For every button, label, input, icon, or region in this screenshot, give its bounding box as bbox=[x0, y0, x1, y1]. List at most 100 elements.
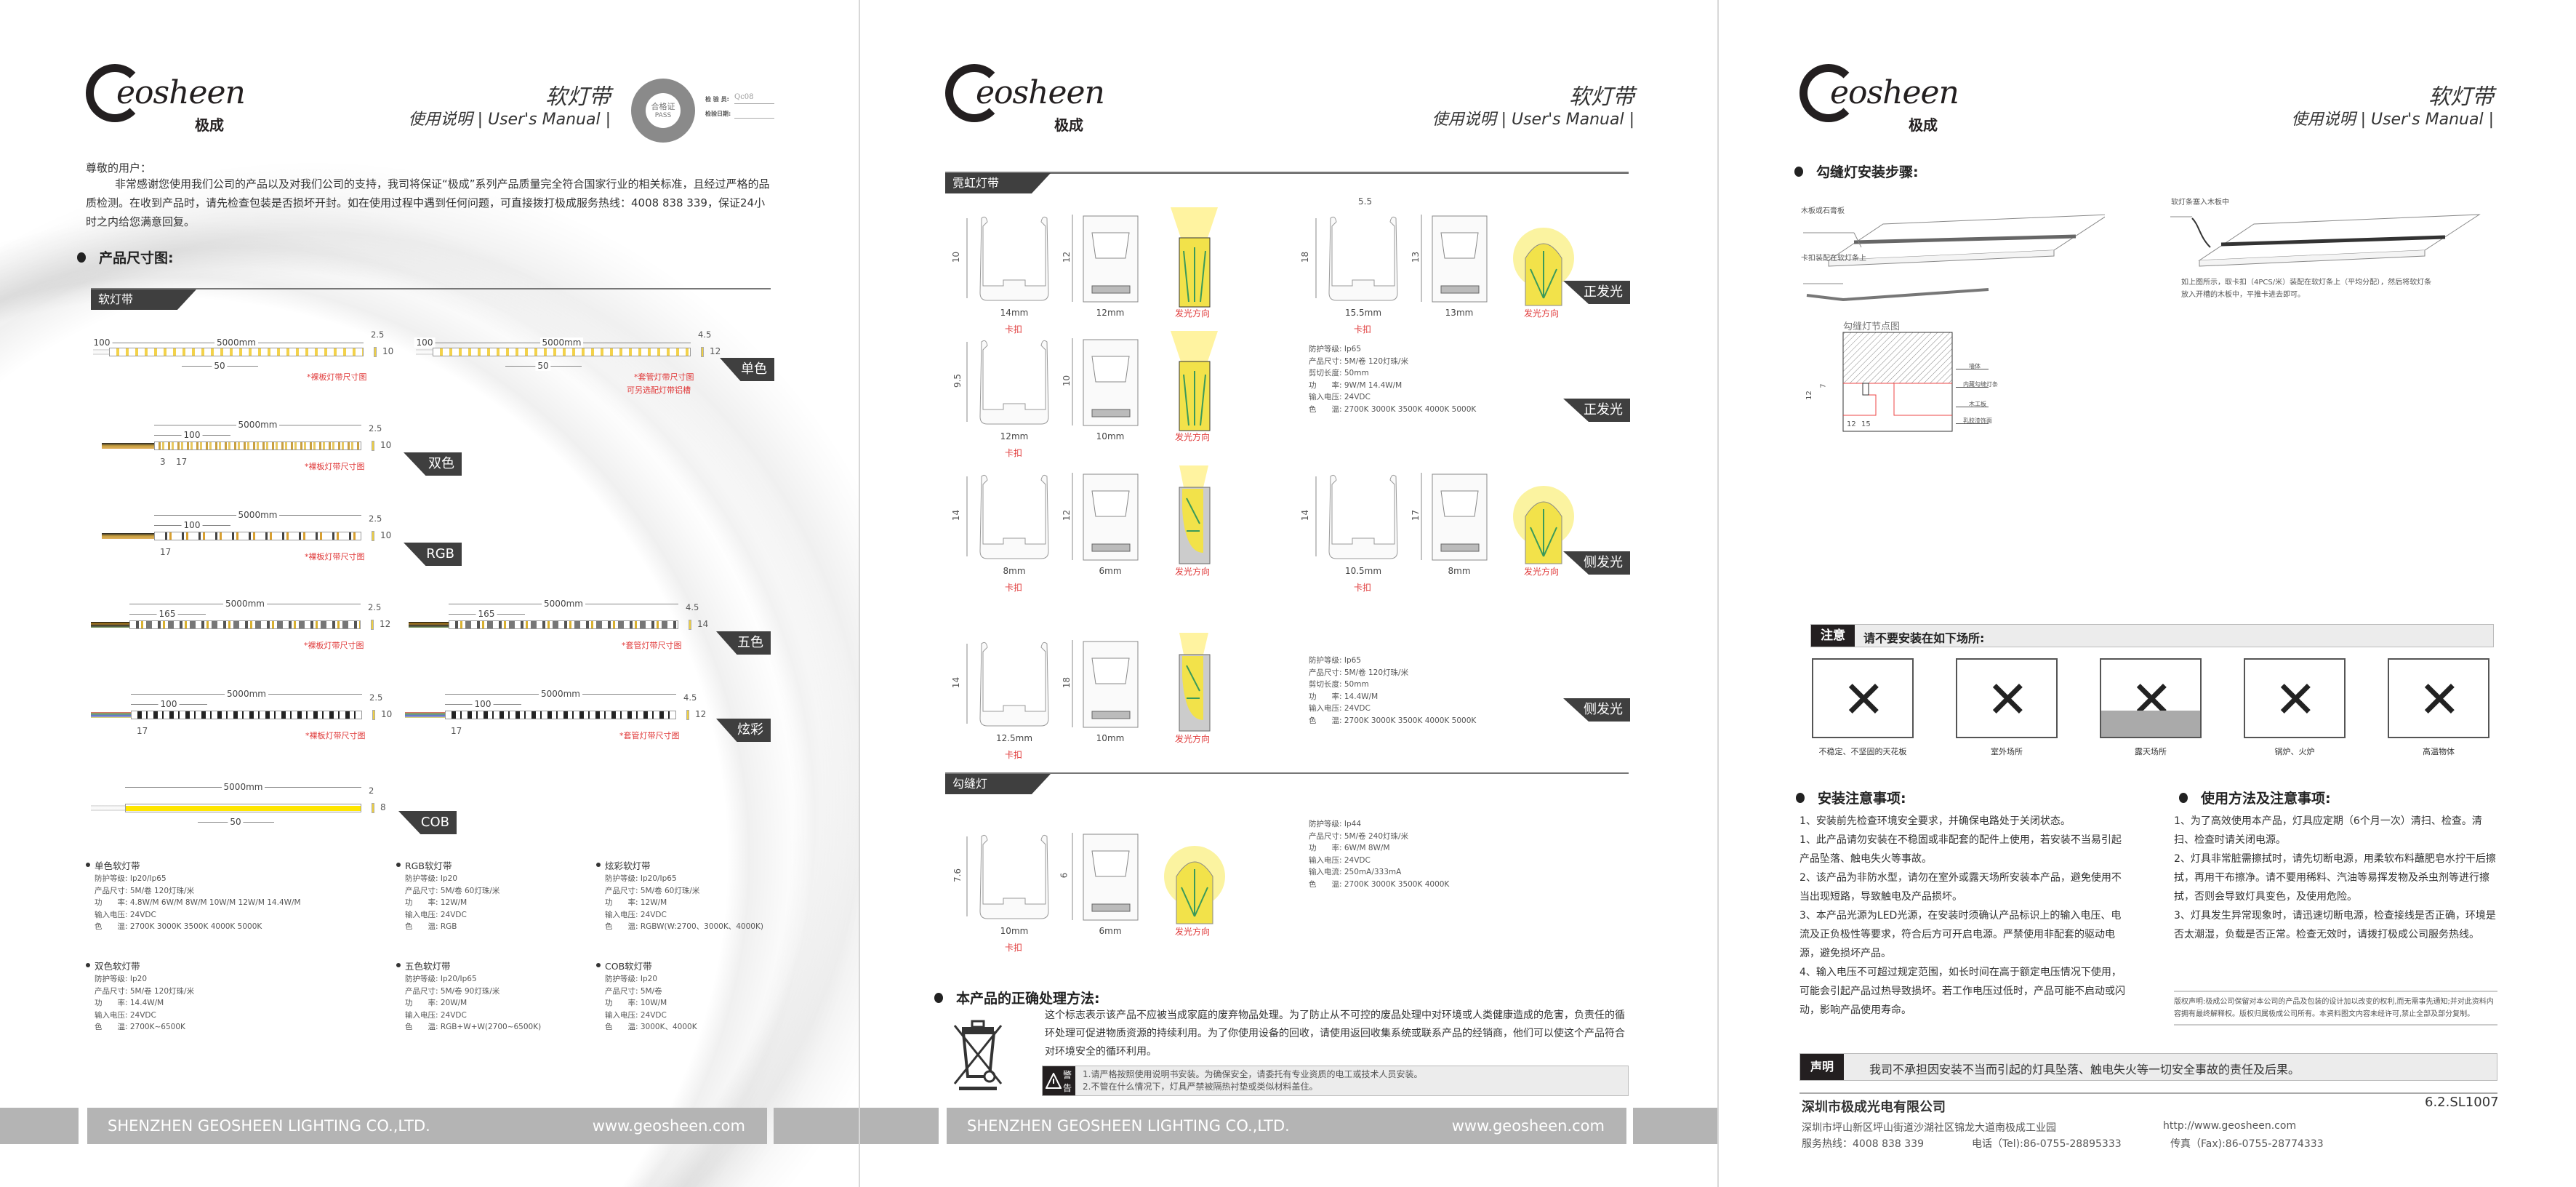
segment-length-label: 100 bbox=[472, 699, 494, 709]
spec-line: 防护等级: Ip20/Ip65 bbox=[405, 975, 477, 983]
clip-width-label: 10.5mm bbox=[1342, 566, 1384, 576]
place-caption: 不稳定、不坚固的天花板 bbox=[1818, 747, 1907, 756]
clip-width-label: 8mm bbox=[1000, 566, 1028, 576]
spec-line: 功 率: 12W/M bbox=[605, 898, 667, 907]
usage-note: 1、为了高效使用本产品，灯具应定期（6个月一次）清扫、检查。清扫、检查时请关闭电… bbox=[2174, 815, 2482, 846]
clip-height-label: 14 bbox=[1300, 509, 1311, 521]
label-insert: 软灯条塞入木板中 bbox=[2171, 199, 2229, 207]
strip-lead-wire bbox=[91, 712, 131, 718]
warning-triangle-icon bbox=[1046, 1073, 1062, 1089]
inspection-date-field bbox=[734, 118, 774, 119]
clip-height-label: 14 bbox=[951, 509, 962, 521]
manual-title: 软灯带 bbox=[545, 84, 611, 110]
warning-item: 1.请严格按照使用说明书安装。为确保安全，请委托有专业资质的电工或技术人员安装。 bbox=[1083, 1069, 1423, 1079]
profile-drawings bbox=[966, 833, 1225, 924]
spec-line: 防护等级: Ip20 bbox=[605, 975, 657, 983]
spec-line: 色 温: 2700K 3000K 3500K 4000K bbox=[1309, 879, 1450, 889]
section-title-dimensions: 产品尺寸图: bbox=[77, 247, 174, 267]
profile-height-label: 18 bbox=[1062, 676, 1072, 689]
manual-subtitle: 使用说明 | User's Manual | bbox=[1432, 111, 1634, 129]
node-dim: 12 bbox=[1805, 391, 1813, 400]
manual-title: 软灯带 bbox=[2428, 84, 2494, 110]
spec-line: 输入电压: 24VDC bbox=[95, 1010, 156, 1020]
spec-line: 色 温: 2700K 3000K 3500K 4000K 5000K bbox=[1309, 716, 1477, 725]
place-caption: 室外场所 bbox=[1991, 747, 2023, 756]
clip-height-label: 7.6 bbox=[952, 868, 963, 883]
node-label: 木工板 bbox=[1969, 401, 1986, 407]
spec-line: 产品尺寸: 5M/卷 120灯珠/米 bbox=[1309, 668, 1409, 677]
section-title-install-steps: 勾缝灯安装步骤: bbox=[1794, 161, 1919, 181]
usage-note: 3、灯具发生异常现象时，请迅速切断电源，检查接线是否正确，环境是否太潮湿，负载是… bbox=[2174, 910, 2496, 940]
clip-height-label: 18 bbox=[1300, 251, 1311, 263]
manual-title: 软灯带 bbox=[1569, 84, 1634, 110]
clip-height-label: 10 bbox=[951, 251, 962, 263]
pitch-label: 17 bbox=[176, 457, 188, 467]
spec-line: 产品尺寸: 5M/卷 120灯珠/米 bbox=[1309, 356, 1409, 366]
spec-line: 色 温: RGB+W+W(2700~6500K) bbox=[405, 1023, 542, 1031]
pitch-label: 17 bbox=[160, 547, 172, 557]
spec-line: 输入电压: 24VDC bbox=[95, 910, 156, 919]
section-rule bbox=[91, 288, 771, 289]
warning-box: 警 告 1.请严格按照使用说明书安装。为确保安全，请委托有专业资质的电工或技术人… bbox=[1042, 1066, 1629, 1096]
height-label: 12 bbox=[710, 346, 721, 356]
pitch-label: 3 bbox=[160, 457, 166, 467]
install-notes-list: 1、安装前先检查环境安全要求，并确保电路处于关闭状态。 1、此产品请勿安装在不稳固… bbox=[1799, 812, 2127, 1020]
logo: eosheen 极成 bbox=[945, 64, 1120, 134]
spec-line: 输入电流: 250mA/333mA bbox=[1309, 868, 1402, 876]
thickness-label: 2.5 bbox=[369, 423, 382, 433]
lead-length-label: 100 bbox=[91, 337, 113, 348]
height-label: 12 bbox=[695, 709, 707, 719]
total-length-label: 5000mm bbox=[221, 782, 265, 792]
led-strip-white bbox=[109, 348, 364, 356]
profile-width-label: 8mm bbox=[1445, 566, 1473, 576]
spec-line: 色 温: 2700K 3000K 3500K 4000K 5000K bbox=[95, 922, 262, 931]
statement-bar: 声明 我司不承担因安装不当而引起的灯具坠落、触电失火等一切安全事故的责任及后果。 bbox=[1799, 1053, 2497, 1081]
section-rule bbox=[945, 172, 1629, 173]
section-title-install-notes: 安装注意事项: bbox=[1796, 788, 1906, 807]
profile-drawings bbox=[1315, 215, 1574, 306]
strip-lead-wire bbox=[405, 712, 445, 718]
footer-url[interactable]: www.geosheen.com bbox=[1451, 1117, 1605, 1135]
section-title-disposal: 本产品的正确处理方法: bbox=[934, 988, 1100, 1007]
logo-wordmark: eosheen bbox=[1830, 74, 1959, 111]
intro-paragraph: 非常感谢您使用我们公司的产品以及对我们公司的支持，我司将保证“极成”系列产品质量… bbox=[86, 177, 770, 228]
spec-line: 输入电压: 24VDC bbox=[605, 910, 667, 919]
strip-cross-section bbox=[372, 531, 374, 541]
divider bbox=[1799, 1092, 2497, 1094]
footer-block bbox=[1633, 1108, 1717, 1144]
place-caption: 锅炉、火炉 bbox=[2274, 747, 2315, 756]
spec-line: 色 温: 3000K、4000K bbox=[605, 1023, 697, 1031]
warning-label: 告 bbox=[1063, 1083, 1072, 1093]
clip-width-label: 14mm bbox=[998, 308, 1031, 318]
profile-width-label: 12mm bbox=[1094, 308, 1127, 318]
footer-block bbox=[774, 1108, 859, 1144]
thickness-label: 2.5 bbox=[371, 329, 385, 340]
strip-note: *套管灯带尺寸图 bbox=[634, 372, 694, 382]
node-dim: 12 bbox=[1847, 420, 1856, 428]
profile-drawings bbox=[966, 633, 1211, 732]
clip-label: 卡扣 bbox=[1005, 943, 1023, 953]
footer-bar: SHENZHEN GEOSHEEN LIGHTING CO.,LTD. www.… bbox=[947, 1108, 1626, 1144]
strip-cross-section bbox=[372, 710, 375, 720]
profile-height-label: 12 bbox=[1062, 509, 1072, 521]
spec-line: 剪切长度: 50mm bbox=[1309, 369, 1369, 377]
company-website[interactable]: http://www.geosheen.com bbox=[2163, 1120, 2297, 1132]
led-strip-five bbox=[449, 620, 678, 629]
install-text: 如上图所示，取卡扣（4PCS/米）装配在软灯条上（平均分配），然后将软灯条放入开… bbox=[2181, 279, 2432, 299]
footer-block bbox=[860, 1108, 939, 1144]
footer-company: SHENZHEN GEOSHEEN LIGHTING CO.,LTD. bbox=[967, 1117, 1290, 1135]
light-direction-label: 发光方向 bbox=[1524, 567, 1560, 577]
total-length-label: 5000mm bbox=[539, 689, 582, 699]
spec-line: 防护等级: Ip20 bbox=[405, 874, 457, 883]
spec-line: 防护等级: Ip44 bbox=[1309, 820, 1361, 828]
height-label: 10 bbox=[380, 440, 392, 450]
spec-line: 产品尺寸: 5M/卷 60灯珠/米 bbox=[605, 886, 700, 895]
spec-line: 防护等级: Ip65 bbox=[1309, 345, 1361, 353]
node-diagram-title: 勾缝灯节点图 bbox=[1843, 321, 1901, 332]
footer-url[interactable]: www.geosheen.com bbox=[592, 1117, 745, 1135]
tab-soft-strip: 软灯带 bbox=[91, 289, 196, 310]
stamp-pass-text: PASS bbox=[654, 112, 672, 119]
height-label: 10 bbox=[381, 709, 393, 719]
stamp-center: 合格证 PASS bbox=[646, 93, 681, 128]
model-number: 6.2.SL1007 bbox=[2425, 1095, 2499, 1110]
